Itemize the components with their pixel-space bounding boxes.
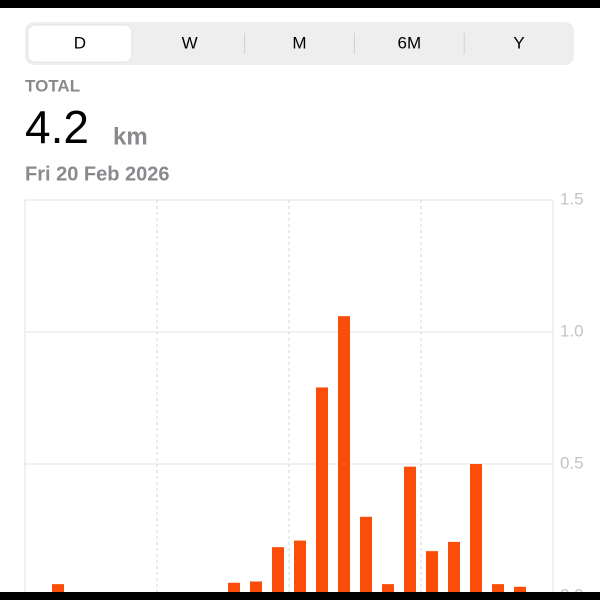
background [0, 8, 600, 592]
segment-option[interactable]: Y [513, 33, 524, 52]
bar [404, 466, 416, 596]
bottom-edge [0, 592, 600, 600]
segment-option[interactable]: D [74, 33, 86, 52]
segment-selected [27, 24, 133, 63]
bar [382, 584, 394, 596]
bar [338, 316, 350, 596]
total-unit: km [113, 123, 148, 150]
segment-option[interactable]: M [292, 33, 306, 52]
y-tick-label: 1.0 [560, 321, 584, 340]
bar [492, 584, 504, 596]
bar [470, 464, 482, 596]
bar [514, 586, 526, 596]
y-tick-label: 1.5 [560, 189, 584, 208]
bar [360, 516, 372, 596]
top-edge [0, 0, 600, 8]
segmented-control [25, 22, 574, 65]
total-label: TOTAL [25, 76, 80, 95]
segment-option[interactable]: W [182, 33, 198, 52]
bar [448, 541, 460, 596]
bar [272, 547, 284, 596]
date-label: Fri 20 Feb 2026 [25, 163, 170, 185]
y-tick-label: 0.5 [560, 453, 584, 472]
segment-option[interactable]: 6M [397, 33, 421, 52]
total-value: 4.2 [25, 101, 89, 153]
bar [426, 551, 438, 596]
bar [294, 540, 306, 596]
bar [52, 584, 64, 596]
bar [316, 387, 328, 596]
